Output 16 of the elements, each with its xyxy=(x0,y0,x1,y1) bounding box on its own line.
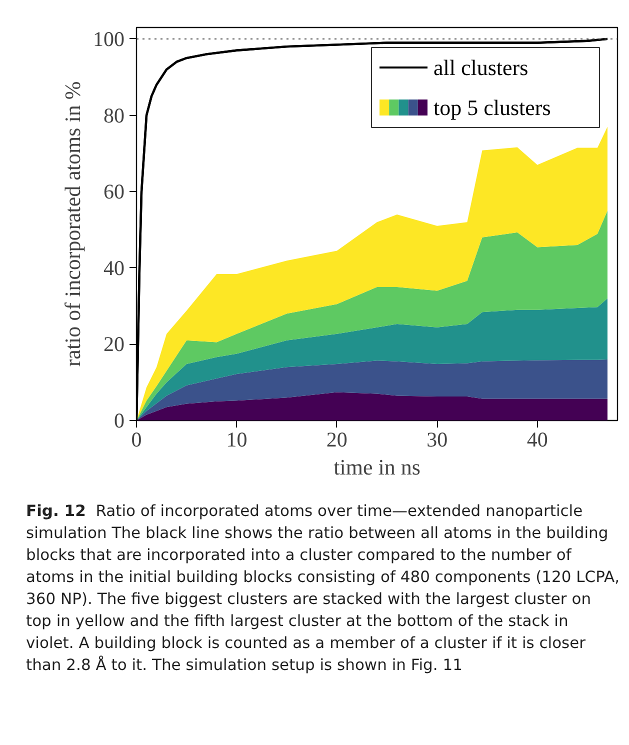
legend-label: all clusters xyxy=(434,55,528,80)
y-tick-label: 80 xyxy=(104,103,124,128)
y-tick-label: 100 xyxy=(93,26,124,51)
y-tick-label: 60 xyxy=(104,180,124,204)
x-tick-label: 40 xyxy=(526,428,548,452)
caption: Fig. 12 xyxy=(26,502,86,520)
x-tick-label: 10 xyxy=(226,428,248,452)
x-tick-label: 0 xyxy=(131,428,142,452)
y-tick-label: 40 xyxy=(104,256,124,280)
legend-label: top 5 clusters xyxy=(434,95,551,120)
x-tick-label: 20 xyxy=(326,428,348,452)
x-tick-label: 30 xyxy=(426,428,448,452)
y-tick-label: 0 xyxy=(114,408,124,432)
x-axis-title: time in ns xyxy=(334,454,420,480)
y-tick-label: 20 xyxy=(104,332,124,356)
y-axis-title: ratio of incorporated atoms in % xyxy=(60,81,85,367)
